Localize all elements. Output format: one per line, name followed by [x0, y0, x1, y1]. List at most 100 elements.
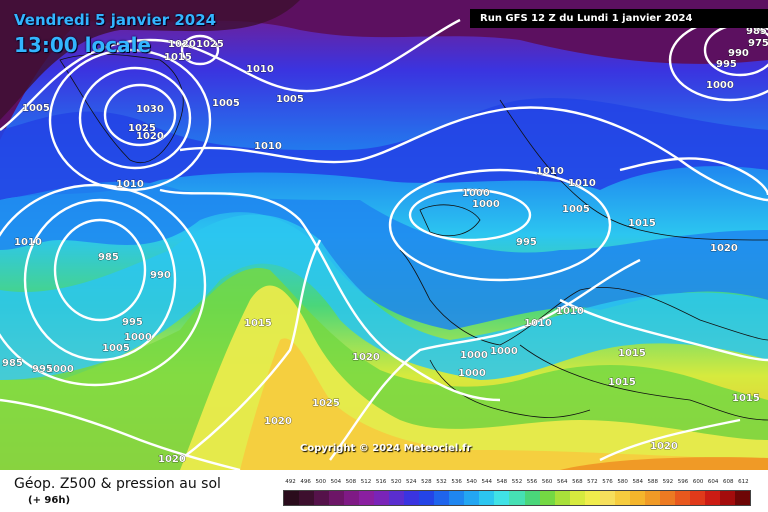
- scale-swatch-564: [554, 491, 570, 505]
- scale-value-588: 588: [647, 479, 659, 485]
- scale-value-552: 552: [511, 479, 523, 485]
- scale-value-612: 612: [738, 479, 749, 485]
- color-scale-labels: 492 496 500 504 508 512 516 520 524 528 532 536 540 5…: [283, 479, 751, 489]
- color-scale-bar: [283, 490, 751, 506]
- scale-swatch-512: [359, 491, 375, 505]
- scale-value-520: 520: [390, 479, 402, 485]
- isobar-label: 1025: [128, 123, 156, 134]
- isobar-label: 1005: [276, 94, 304, 105]
- isobar-label: 1020: [264, 416, 292, 427]
- isobar-label: 1000: [46, 364, 74, 375]
- isobar-label: 1025: [196, 39, 224, 50]
- isobar-label: 1000: [490, 346, 518, 357]
- isobar-label: 1015: [732, 393, 760, 404]
- scale-swatch-588: [644, 491, 660, 505]
- isobar-label: 1030: [136, 104, 164, 115]
- isobar-label: 1000: [458, 368, 486, 379]
- isobar-label: 1010: [14, 237, 42, 248]
- isobar-label: 1015: [244, 318, 272, 329]
- scale-value-548: 548: [496, 479, 508, 485]
- scale-swatch-500: [314, 491, 330, 505]
- isobar-label: 1000: [462, 188, 490, 199]
- scale-value-580: 580: [617, 479, 628, 485]
- scale-value-504: 504: [330, 479, 342, 485]
- scale-value-596: 596: [677, 479, 689, 485]
- scale-swatch-508: [344, 491, 360, 505]
- scale-value-600: 600: [692, 479, 704, 485]
- legend-subtitle: (+ 96h): [28, 495, 71, 506]
- isobar-label: 1020: [168, 39, 196, 50]
- scale-swatch-592: [659, 491, 675, 505]
- scale-swatch-608: [719, 491, 735, 505]
- scale-swatch-492: [284, 491, 300, 505]
- scale-value-572: 572: [587, 479, 598, 485]
- scale-swatch-556: [524, 491, 540, 505]
- scale-value-508: 508: [345, 479, 357, 485]
- scale-swatch-576: [599, 491, 615, 505]
- scale-swatch-536: [449, 491, 465, 505]
- isobar-label: 995: [32, 364, 53, 375]
- scale-value-532: 532: [436, 479, 447, 485]
- isobar-label: 1020: [352, 352, 380, 363]
- scale-swatch-516: [374, 491, 390, 505]
- scale-swatch-504: [329, 491, 345, 505]
- isobar-label: 1005: [22, 103, 50, 114]
- isobar-label: 1000: [124, 332, 152, 343]
- isobar-label: 995: [122, 317, 143, 328]
- weather-map: 1020 1025 1015 1010 1005 1030 1005 1005 1025 1020…: [0, 0, 768, 470]
- isobar-label: 1025: [312, 398, 340, 409]
- forecast-time: 13:00 locale: [14, 33, 151, 57]
- isobar-label: 975: [748, 38, 768, 49]
- scale-value-556: 556: [526, 479, 538, 485]
- isobar-label: 985: [98, 252, 119, 263]
- isobar-label: 1000: [460, 350, 488, 361]
- scale-swatch-532: [434, 491, 450, 505]
- scale-swatch-496: [299, 491, 315, 505]
- scale-swatch-540: [464, 491, 480, 505]
- scale-swatch-572: [584, 491, 600, 505]
- scale-value-516: 516: [375, 479, 387, 485]
- scale-value-528: 528: [421, 479, 432, 485]
- scale-swatch-544: [479, 491, 495, 505]
- scale-value-576: 576: [602, 479, 613, 485]
- scale-value-592: 592: [662, 479, 674, 485]
- scale-swatch-580: [614, 491, 630, 505]
- copyright: Copyright © 2024 Meteociel.fr: [300, 443, 472, 454]
- isobar-label: 995: [516, 237, 537, 248]
- scale-value-536: 536: [451, 479, 462, 485]
- isobar-label: 990: [150, 270, 171, 281]
- scale-value-524: 524: [406, 479, 417, 485]
- scale-swatch-552: [509, 491, 525, 505]
- scale-swatch-596: [674, 491, 690, 505]
- isobar-label: 1000: [472, 199, 500, 210]
- model-run-label: Run GFS 12 Z du Lundi 1 janvier 2024: [470, 9, 768, 28]
- isobar-label: 1010: [116, 179, 144, 190]
- scale-value-568: 568: [572, 479, 583, 485]
- scale-value-608: 608: [723, 479, 734, 485]
- isobar-label: 1010: [254, 141, 282, 152]
- isobar-label: 985: [2, 358, 23, 369]
- scale-value-512: 512: [360, 479, 372, 485]
- scale-value-584: 584: [632, 479, 643, 485]
- scale-swatch-548: [494, 491, 510, 505]
- scale-swatch-560: [539, 491, 555, 505]
- scale-swatch-528: [419, 491, 435, 505]
- isobar-label: 1020: [158, 454, 186, 465]
- isobar-label: 1015: [608, 377, 636, 388]
- isobar-label: 1010: [568, 178, 596, 189]
- scale-swatch-612: [734, 491, 750, 505]
- scale-value-604: 604: [707, 479, 719, 485]
- scale-swatch-604: [704, 491, 720, 505]
- isobar-label: 990: [728, 48, 749, 59]
- scale-value-496: 496: [300, 479, 311, 485]
- isobar-label: 1010: [246, 64, 274, 75]
- legend-title: Géop. Z500 & pression au sol: [14, 476, 221, 492]
- isobar-label: 1010: [524, 318, 552, 329]
- scale-value-544: 544: [481, 479, 493, 485]
- isobar-label: 1020: [136, 131, 164, 142]
- isobar-label: 1020: [650, 441, 678, 452]
- scale-swatch-600: [689, 491, 705, 505]
- isobar-label: 1010: [556, 306, 584, 317]
- scale-value-500: 500: [315, 479, 326, 485]
- scale-swatch-520: [389, 491, 405, 505]
